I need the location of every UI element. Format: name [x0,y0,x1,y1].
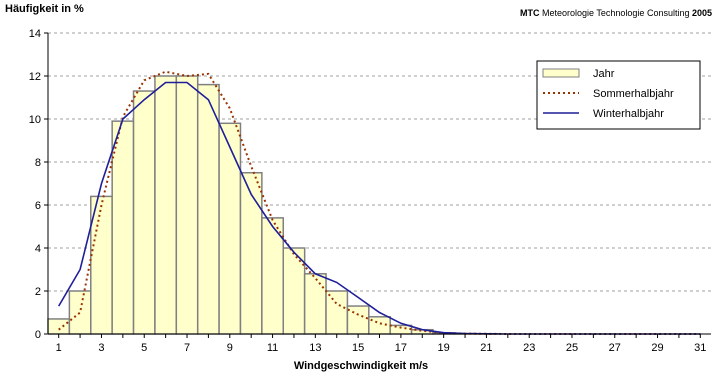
y-tick-label: 8 [35,157,41,169]
y-tick-label: 2 [35,286,41,298]
bar [90,195,113,335]
credit-brand: MTC [520,8,540,18]
x-tick-label: 5 [141,342,147,354]
x-tick-label: 27 [609,342,621,354]
x-axis-label: Windgeschwindigkeit m/s [293,360,429,372]
bar [218,122,242,335]
x-tick-label: 1 [56,342,62,354]
x-tick-label: 15 [352,342,364,354]
x-tick-label: 9 [227,342,233,354]
x-tick-label: 23 [523,342,535,354]
bar [154,75,178,335]
legend-swatch-jahr [542,68,580,78]
x-tick-label: 31 [694,342,706,354]
y-tick-label: 10 [29,114,41,126]
bar [175,75,199,335]
x-tick-label: 17 [395,342,407,354]
credit-text: MTC Meteorologie Technologie Consulting … [520,8,712,18]
bar [132,90,156,335]
x-tick-label: 21 [480,342,492,354]
x-tick-label: 25 [566,342,578,354]
y-tick-label: 12 [29,71,41,83]
bar [68,290,92,335]
bar [346,305,370,335]
bar [303,273,327,335]
x-tick-label: 7 [184,342,190,354]
y-tick-label: 14 [29,28,41,40]
legend-label-jahr: Jahr [593,68,615,80]
x-tick-label: 19 [438,342,450,354]
bar [111,120,135,335]
credit-name: Meteorologie Technologie Consulting [539,8,692,18]
y-tick-label: 6 [35,200,41,212]
legend-label-winterhalbjahr: Winterhalbjahr [593,108,664,120]
x-tick-label: 13 [309,342,321,354]
bar [47,318,71,335]
bar [196,83,220,335]
x-tick-label: 29 [651,342,663,354]
bar [239,172,263,335]
y-axis-label: Häufigkeit in % [5,3,84,15]
credit-year: 2005 [691,8,712,18]
y-tick-label: 0 [35,329,41,341]
x-tick-label: 11 [267,342,278,354]
bar [325,290,349,335]
legend-label-sommerhalbjahr: Sommerhalbjahr [593,88,674,100]
x-tick-label: 3 [98,342,104,354]
y-tick-label: 4 [35,243,41,255]
